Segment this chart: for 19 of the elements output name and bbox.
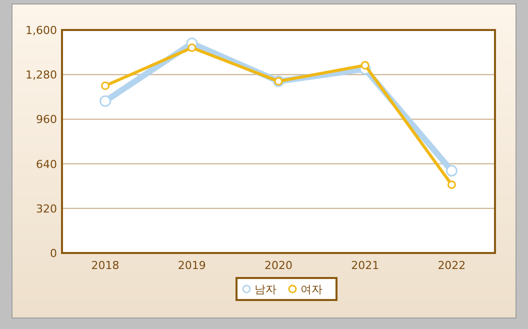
x-tick-label: 2018 — [91, 259, 120, 272]
y-tick-label: 1,280 — [26, 68, 57, 82]
y-tick-label: 960 — [36, 113, 57, 126]
point — [100, 95, 112, 107]
legend-label: 남자 — [254, 283, 276, 296]
point — [446, 165, 458, 177]
point — [188, 43, 196, 52]
y-tick-label: 640 — [36, 158, 57, 171]
x-tick-label: 2020 — [264, 259, 292, 272]
point — [360, 61, 370, 70]
y-tick-label: 0 — [50, 247, 57, 260]
x-tick-label: 2022 — [438, 259, 466, 272]
y-tick-label: 320 — [36, 202, 57, 216]
y-tick-label: 1,600 — [26, 24, 57, 37]
x-tick-label: 2021 — [351, 259, 380, 272]
point — [447, 180, 456, 189]
point — [101, 82, 110, 90]
x-tick-label: 2019 — [178, 259, 206, 272]
legend-label: 여자 — [300, 283, 322, 296]
